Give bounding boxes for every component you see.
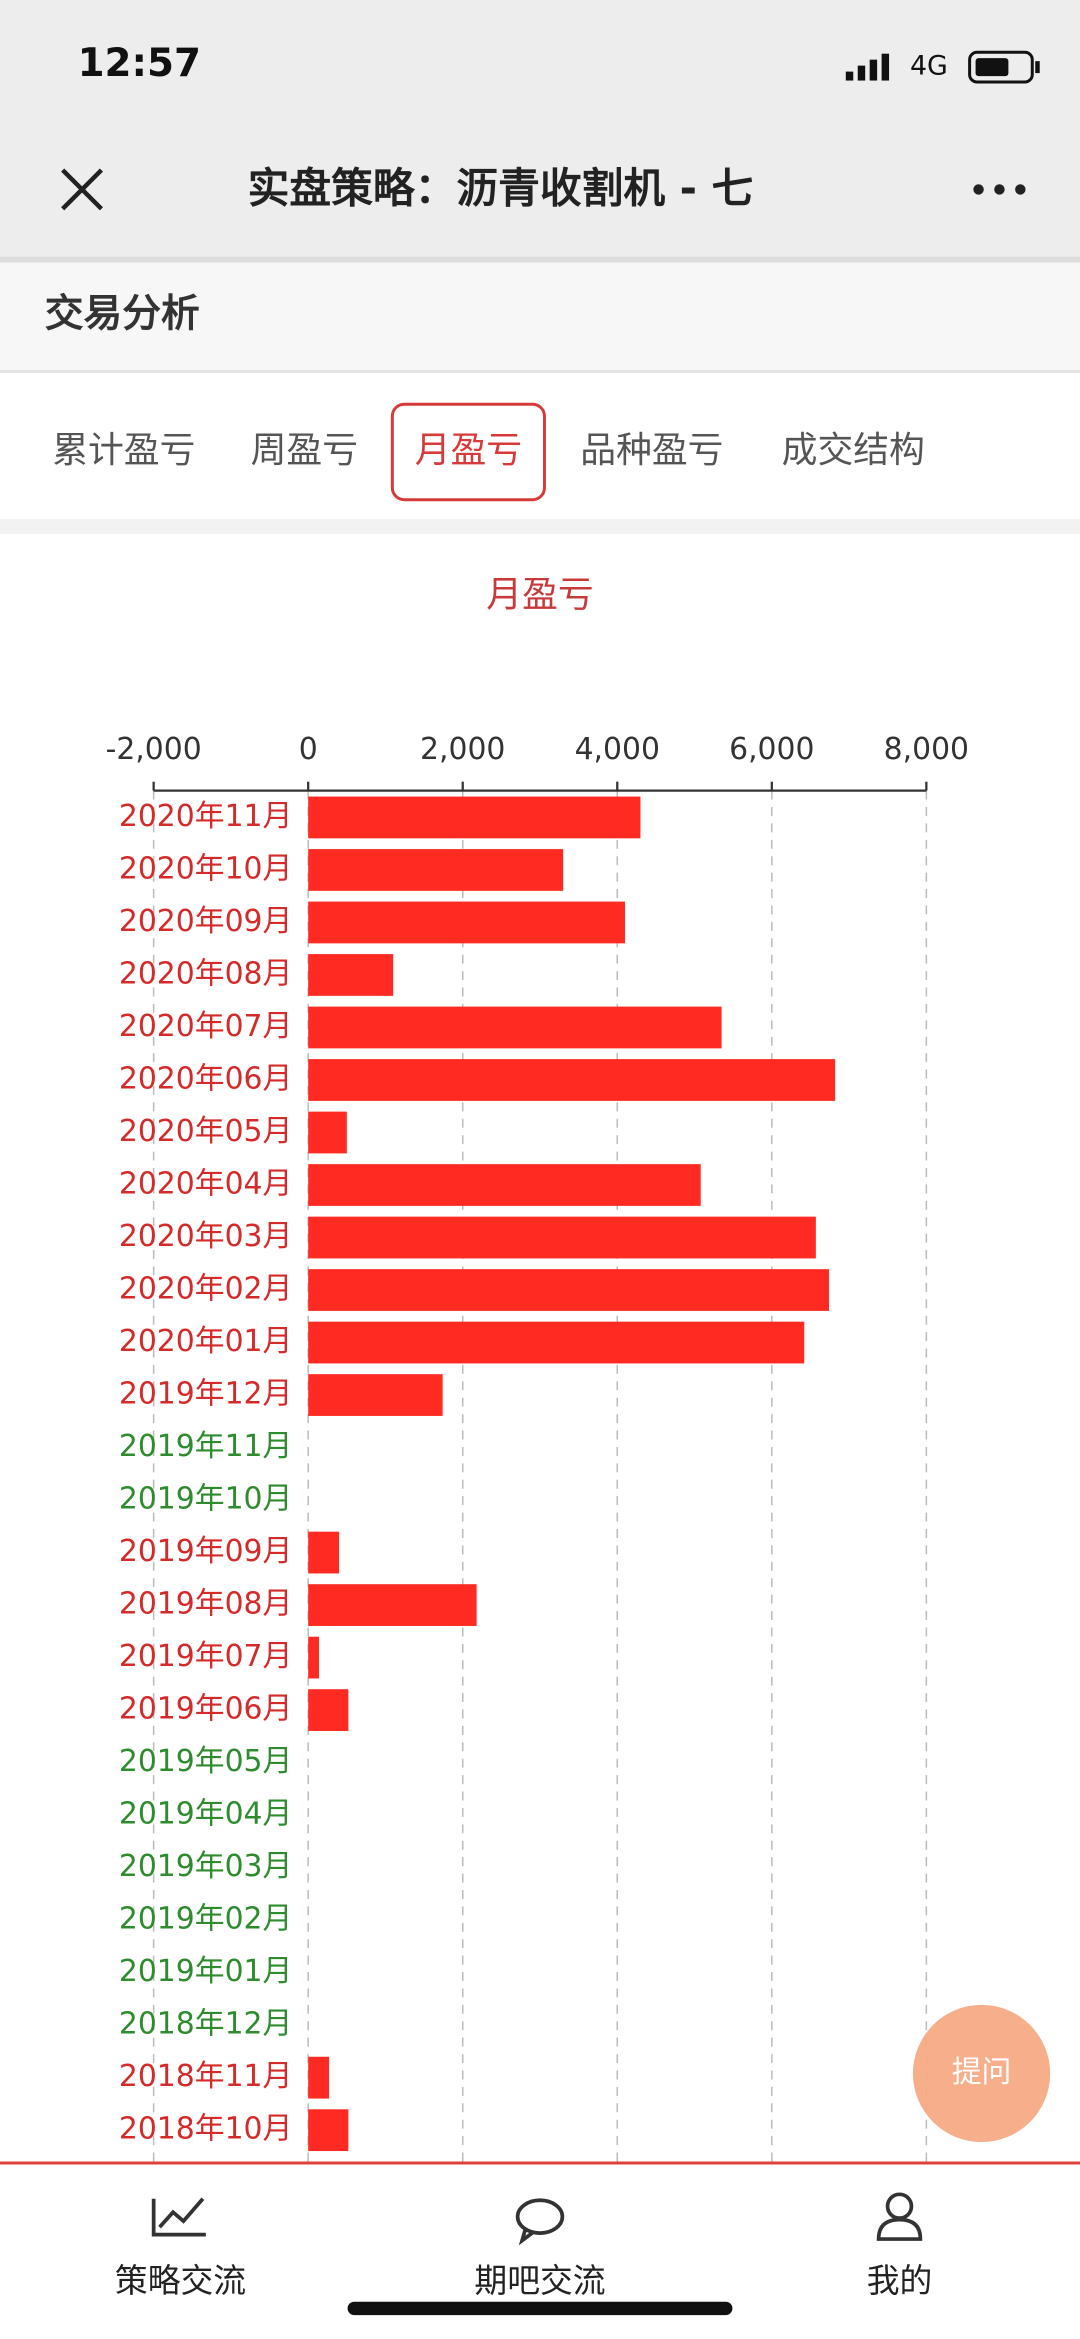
tab[interactable]: 品种盈亏 [580, 430, 723, 471]
bar [308, 1111, 347, 1154]
bar [308, 1164, 701, 1206]
bar [308, 849, 564, 891]
y-tick-label: 2020年04月 [119, 1167, 293, 1202]
x-tick-label: -2,000 [106, 732, 202, 767]
y-tick-label: 2019年02月 [119, 1902, 293, 1937]
y-tick-label: 2020年02月 [119, 1272, 293, 1307]
tab-active-frame[interactable] [390, 402, 546, 502]
status-time: 12:57 [78, 41, 201, 86]
y-tick-label: 2018年10月 [119, 2112, 293, 2147]
bar [308, 901, 625, 944]
tab[interactable]: 累计盈亏 [52, 430, 195, 471]
bar [308, 1321, 805, 1364]
tab[interactable]: 周盈亏 [251, 430, 358, 471]
bar [308, 1531, 340, 1574]
bar [308, 1636, 320, 1679]
y-tick-label: 2019年05月 [119, 1744, 293, 1779]
help-button-label[interactable]: 提问 [952, 2055, 1012, 2090]
y-tick-label: 2019年04月 [119, 1797, 293, 1832]
y-tick-label: 2020年05月 [119, 1114, 293, 1149]
y-tick-label: 2020年07月 [119, 1009, 293, 1044]
tab[interactable]: 成交结构 [782, 430, 925, 471]
help-button[interactable] [912, 2004, 1051, 2143]
y-tick-label: 2020年09月 [119, 904, 293, 939]
bar [308, 1584, 477, 1626]
divider [0, 256, 1080, 263]
chat-icon [515, 2198, 565, 2246]
tab[interactable]: 月盈亏 [415, 430, 522, 471]
bar [308, 2056, 330, 2099]
bottom-nav-item[interactable]: 我的 [867, 2262, 933, 2300]
y-tick-label: 2018年11月 [119, 2059, 293, 2094]
section-bg [0, 262, 1080, 370]
y-tick-label: 2019年11月 [119, 1429, 293, 1464]
close-button[interactable] [61, 168, 104, 211]
bar [308, 1689, 349, 1731]
y-tick-label: 2019年03月 [119, 1849, 293, 1884]
bar [308, 1269, 829, 1311]
header-bg [0, 0, 1080, 257]
bar [308, 954, 394, 996]
y-tick-label: 2019年07月 [119, 1639, 293, 1674]
x-tick-label: 0 [299, 732, 318, 767]
x-tick-label: 4,000 [575, 732, 660, 767]
bottom-nav-item[interactable]: 期吧交流 [474, 2262, 605, 2300]
chart-icon [151, 2197, 206, 2237]
y-tick-label: 2019年10月 [119, 1482, 293, 1517]
bar [308, 1216, 816, 1259]
chart-title: 月盈亏 [486, 575, 593, 616]
y-tick-label: 2018年12月 [119, 2007, 293, 2042]
bar [308, 1006, 722, 1049]
y-tick-label: 2020年08月 [119, 956, 293, 991]
y-tick-label: 2019年09月 [119, 1534, 293, 1569]
x-tick-label: 2,000 [420, 732, 505, 767]
signal-icon [845, 53, 890, 81]
bar [308, 1059, 836, 1101]
divider [0, 519, 1080, 535]
divider [0, 369, 1080, 373]
y-tick-label: 2019年06月 [119, 1692, 293, 1727]
bottom-nav-item[interactable]: 策略交流 [115, 2262, 246, 2300]
battery-icon [968, 50, 1040, 84]
y-tick-label: 2020年10月 [119, 851, 293, 886]
y-tick-label: 2019年08月 [119, 1587, 293, 1622]
y-tick-label: 2020年03月 [119, 1219, 293, 1254]
status-network: 4G [910, 51, 948, 82]
y-tick-label: 2020年06月 [119, 1061, 293, 1096]
bar [308, 2109, 349, 2152]
y-tick-label: 2020年11月 [119, 799, 293, 834]
section-title: 交易分析 [45, 292, 200, 337]
home-indicator [347, 2301, 733, 2316]
page-title: 实盘策略：沥青收割机 - 七 [248, 163, 754, 212]
bar [308, 1374, 443, 1416]
y-tick-label: 2019年12月 [119, 1377, 293, 1412]
more-button[interactable] [973, 184, 1026, 195]
x-tick-label: 6,000 [729, 732, 814, 767]
bar [308, 796, 641, 839]
user-icon [876, 2192, 923, 2241]
y-tick-label: 2019年01月 [119, 1954, 293, 1989]
y-tick-label: 2020年01月 [119, 1324, 293, 1359]
x-tick-label: 8,000 [884, 732, 969, 767]
